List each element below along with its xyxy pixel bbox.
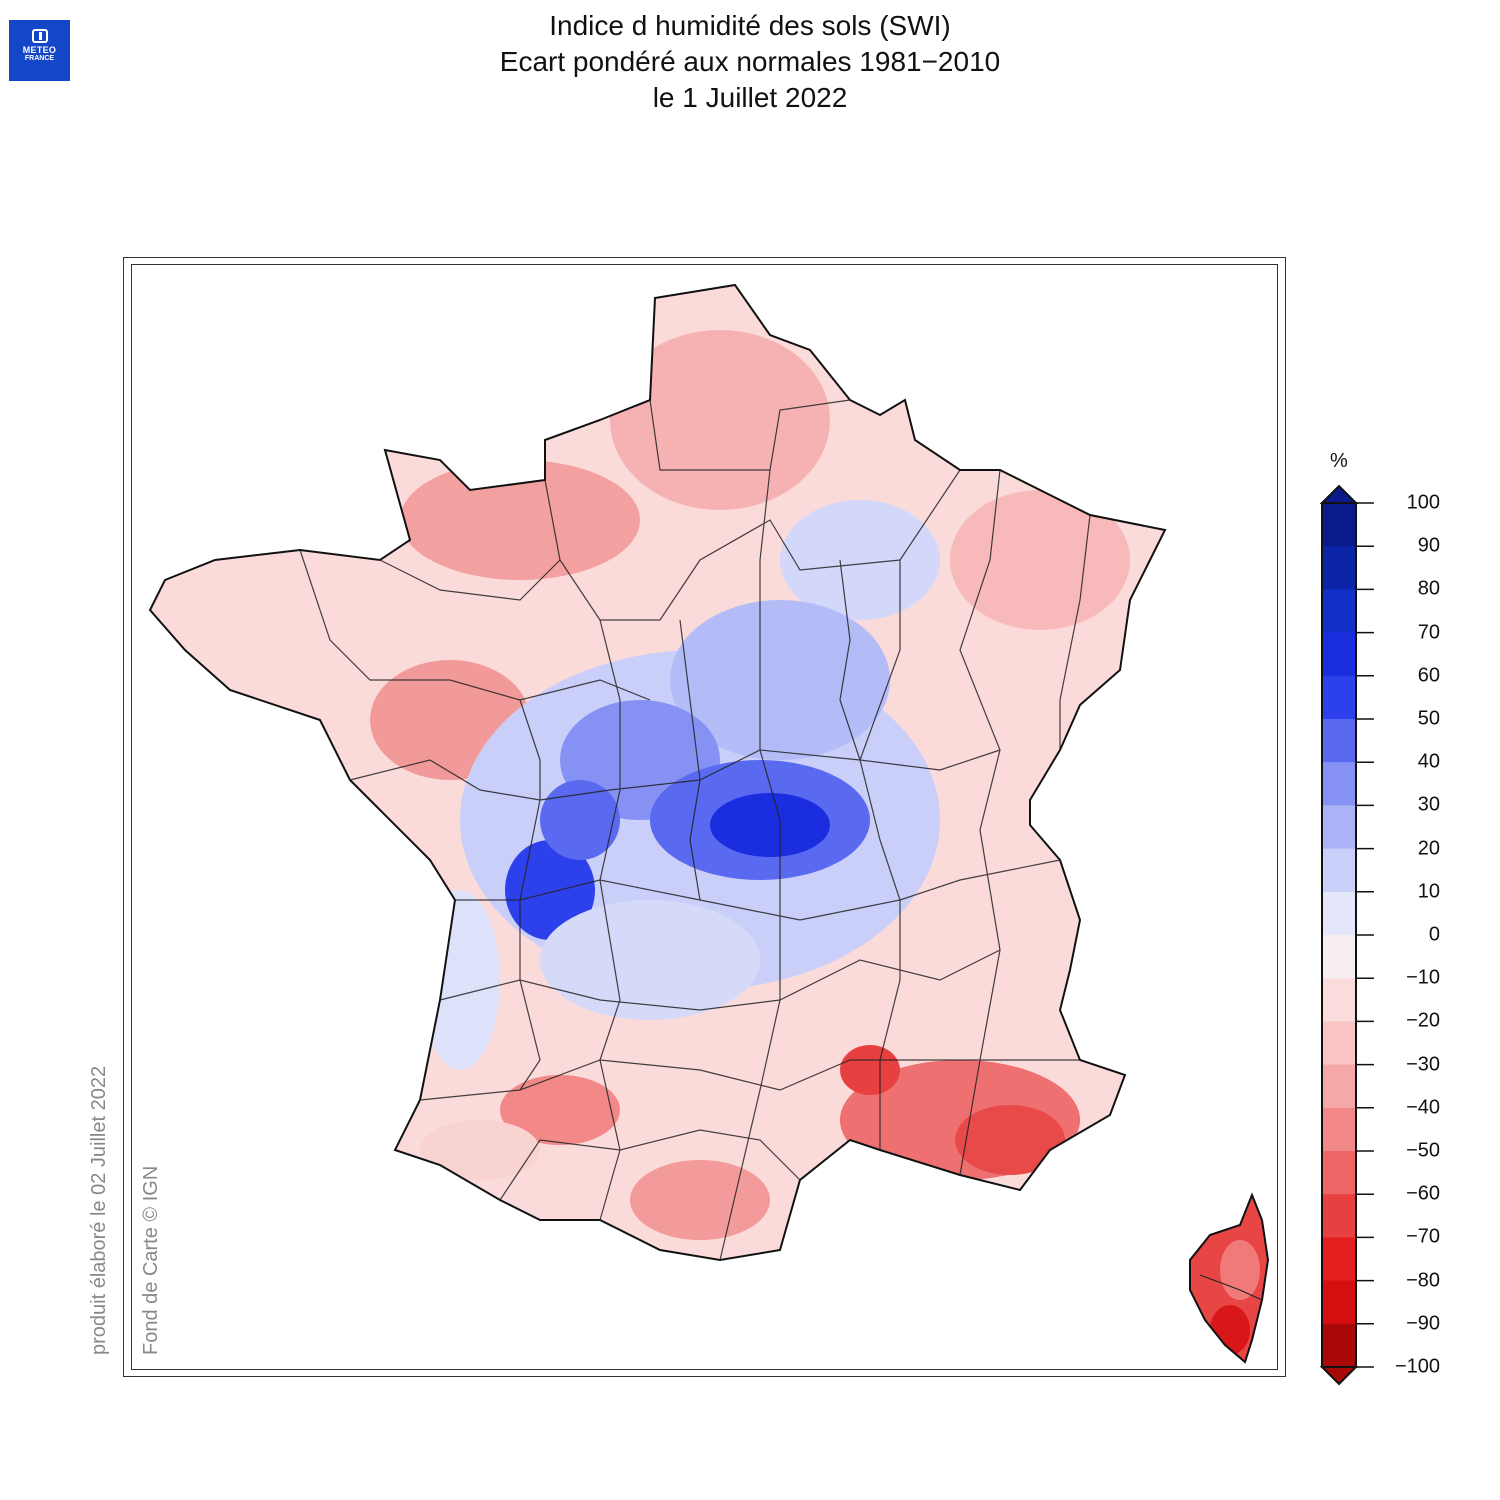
colorbar-tick-label: 0	[1428, 923, 1440, 946]
title-line-3: le 1 Juillet 2022	[652, 82, 848, 113]
colorbar-tick-label: −50	[1406, 1139, 1440, 1162]
colorbar-tick-label: 30	[1417, 793, 1440, 816]
colorbar-tick-label: 20	[1417, 837, 1440, 860]
colorbar-tick-label: 40	[1417, 750, 1440, 773]
colorbar-segment	[1322, 805, 1356, 850]
colorbar-tick-label: 50	[1417, 707, 1440, 730]
map-frame	[123, 257, 1286, 1377]
colorbar-tick-label: −40	[1406, 1096, 1440, 1119]
colorbar-segment	[1322, 1323, 1356, 1368]
colorbar-tick-label: 100	[1406, 491, 1440, 514]
colorbar-segment	[1322, 891, 1356, 936]
colorbar-segment	[1322, 1237, 1356, 1282]
colorbar-segment	[1322, 719, 1356, 763]
colorbar-segment	[1322, 503, 1356, 547]
title-line-1: Indice d humidité des sols (SWI)	[549, 10, 951, 41]
colorbar-frame	[1321, 502, 1357, 1368]
colorbar-segment	[1322, 1194, 1356, 1238]
colorbar-tick-label: −10	[1406, 966, 1440, 989]
colorbar-segment	[1322, 589, 1356, 634]
colorbar-segment	[1322, 978, 1356, 1022]
logo-text-line1: METEO	[22, 45, 57, 55]
colorbar-segment	[1322, 1064, 1356, 1109]
colorbar-segment	[1322, 1107, 1356, 1152]
colorbar-segment	[1322, 762, 1356, 806]
logo-text-line2: FRANCE	[24, 55, 55, 62]
meteo-france-logo: METEO FRANCE	[9, 20, 70, 81]
colorbar-tick-label: −20	[1406, 1009, 1440, 1032]
production-date-text: produit élaboré le 02 Juillet 2022	[88, 1065, 110, 1355]
colorbar-top-arrow	[1319, 484, 1359, 504]
colorbar-segment	[1322, 1151, 1356, 1195]
colorbar-tick-label: −90	[1406, 1312, 1440, 1335]
colorbar-tick-label: −60	[1406, 1182, 1440, 1205]
map-title: Indice d humidité des sols (SWI) Ecart p…	[300, 8, 1200, 116]
colorbar-segment	[1322, 632, 1356, 677]
colorbar-tick-label: −80	[1406, 1269, 1440, 1292]
colorbar-tick-label: −70	[1406, 1225, 1440, 1248]
colorbar-segment	[1322, 848, 1356, 893]
colorbar-tick-label: 90	[1417, 534, 1440, 557]
colorbar-segment	[1322, 1021, 1356, 1066]
colorbar-segment	[1322, 1280, 1356, 1325]
logo-icon	[31, 29, 48, 43]
colorbar-segment	[1322, 546, 1356, 590]
colorbar-tick-label: 70	[1417, 621, 1440, 644]
colorbar-bottom-arrow	[1319, 1366, 1359, 1386]
colorbar-tick-label: −100	[1394, 1355, 1440, 1378]
basemap-credit-text: Fond de Carte © IGN	[140, 1165, 162, 1355]
map-frame-inner	[131, 264, 1278, 1370]
colorbar-unit: %	[1330, 450, 1348, 472]
colorbar-tick-label: 80	[1417, 577, 1440, 600]
colorbar-tick-label: 10	[1417, 880, 1440, 903]
colorbar-segment	[1322, 935, 1356, 979]
colorbar-segment	[1322, 675, 1356, 720]
colorbar-tick-label: 60	[1417, 664, 1440, 687]
title-line-2: Ecart pondéré aux normales 1981−2010	[499, 46, 1001, 77]
colorbar-tick-label: −30	[1406, 1053, 1440, 1076]
